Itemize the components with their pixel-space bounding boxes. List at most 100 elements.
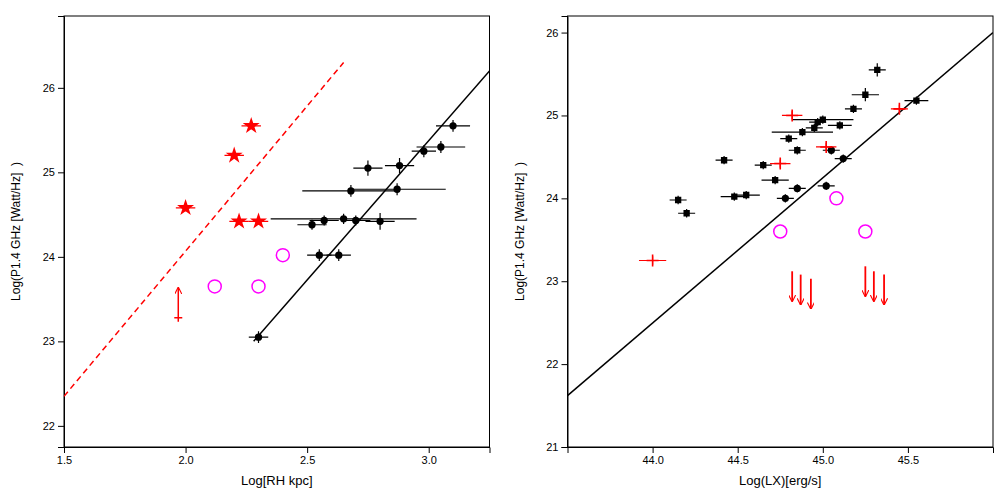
tick-mark xyxy=(908,447,909,453)
point xyxy=(335,252,342,259)
point xyxy=(174,288,182,322)
point xyxy=(731,194,737,200)
point xyxy=(794,185,801,192)
tick-mark xyxy=(307,447,308,453)
line xyxy=(568,33,994,396)
point xyxy=(772,177,778,183)
point xyxy=(823,182,830,189)
series xyxy=(774,192,872,238)
tick: 24 xyxy=(43,251,64,263)
tick-mark xyxy=(58,426,64,427)
point xyxy=(252,280,265,293)
tick-label: 23 xyxy=(43,335,55,347)
point xyxy=(859,225,872,238)
point xyxy=(231,212,248,228)
plot-area: 1.52.02.53.02223242526Log[RH kpc]Log(P1.… xyxy=(9,16,490,488)
point xyxy=(308,221,315,228)
point xyxy=(830,192,843,205)
tick: 25 xyxy=(546,109,567,121)
point xyxy=(437,143,444,150)
series xyxy=(64,62,344,396)
panel: 1.52.02.53.02223242526Log[RH kpc]Log(P1.… xyxy=(9,16,490,488)
tick-label: 1.5 xyxy=(57,454,72,466)
tick: 1.5 xyxy=(57,447,72,466)
point xyxy=(364,164,371,171)
tick-mark xyxy=(429,447,430,453)
point xyxy=(226,146,243,162)
tick-mark xyxy=(562,447,568,448)
point xyxy=(376,218,383,225)
tick: 2.0 xyxy=(178,447,193,466)
axis-domain xyxy=(562,17,569,448)
chart: 1.52.02.53.02223242526Log[RH kpc]Log(P1.… xyxy=(0,0,1007,497)
tick: 22 xyxy=(43,420,64,432)
tick-label: 22 xyxy=(43,420,55,432)
tick-label: 24 xyxy=(43,251,55,263)
tick: 2.5 xyxy=(300,447,315,466)
tick-label: 2.5 xyxy=(300,454,315,466)
tick-label: 21 xyxy=(546,441,558,453)
point xyxy=(786,109,798,121)
point xyxy=(177,199,194,215)
point xyxy=(340,215,347,222)
point xyxy=(276,249,289,262)
tick: 45.0 xyxy=(813,447,834,466)
frame xyxy=(64,16,490,447)
line xyxy=(254,71,490,341)
axis-y: 22 23 24 25 26 xyxy=(43,17,65,448)
tick: 26 xyxy=(546,27,567,39)
point xyxy=(316,252,323,259)
tick-mark xyxy=(186,447,187,453)
panel: 44.044.545.045.5212223242526Log(LX)[erg/… xyxy=(513,16,994,488)
series xyxy=(639,103,908,267)
y-axis-title: Log(P1.4 GHz [Watt/Hz] ) xyxy=(9,162,23,301)
point xyxy=(675,197,681,203)
plot-area: 44.044.545.045.5212223242526Log(LX)[erg/… xyxy=(513,16,994,488)
tick: 23 xyxy=(43,335,64,347)
point xyxy=(837,122,843,128)
tick-label: 26 xyxy=(43,82,55,94)
point xyxy=(393,186,400,193)
tick: 45.5 xyxy=(898,447,919,466)
tick-label: 23 xyxy=(546,275,558,287)
point xyxy=(873,271,875,301)
point xyxy=(820,116,826,122)
point xyxy=(786,136,792,142)
axis-domain xyxy=(58,17,65,448)
line xyxy=(64,62,344,396)
series xyxy=(792,266,884,308)
point xyxy=(791,271,793,301)
point xyxy=(810,279,812,309)
tick-label: 44.5 xyxy=(727,454,748,466)
point xyxy=(893,103,905,115)
tick-mark xyxy=(738,447,739,453)
point xyxy=(874,67,880,73)
axis-x: 1.52.02.53.0 xyxy=(57,447,490,466)
tick-mark xyxy=(58,341,64,342)
tick-mark xyxy=(562,281,568,282)
tick-label: 25 xyxy=(43,166,55,178)
point xyxy=(850,106,856,112)
tick-mark xyxy=(562,33,568,34)
point xyxy=(647,255,659,267)
point xyxy=(799,129,805,135)
x-axis-title: Log[RH kpc] xyxy=(241,473,313,488)
tick: 22 xyxy=(546,358,567,370)
data xyxy=(64,62,490,396)
tick: 44.0 xyxy=(642,447,663,466)
tick-label: 45.0 xyxy=(813,454,834,466)
point xyxy=(811,125,817,131)
tick-label: 24 xyxy=(546,192,558,204)
series xyxy=(254,71,490,341)
point xyxy=(862,92,868,98)
tick: 44.5 xyxy=(727,447,748,466)
axis-y: 21 22 23 24 25 26 xyxy=(546,17,568,454)
point xyxy=(800,275,802,305)
point xyxy=(883,275,885,305)
point xyxy=(913,97,919,103)
y-axis-title: Log(P1.4 GHz [Watt/Hz] ) xyxy=(513,162,527,301)
tick: 23 xyxy=(546,275,567,287)
point xyxy=(782,195,789,202)
tick: 26 xyxy=(43,82,64,94)
series xyxy=(670,63,929,217)
